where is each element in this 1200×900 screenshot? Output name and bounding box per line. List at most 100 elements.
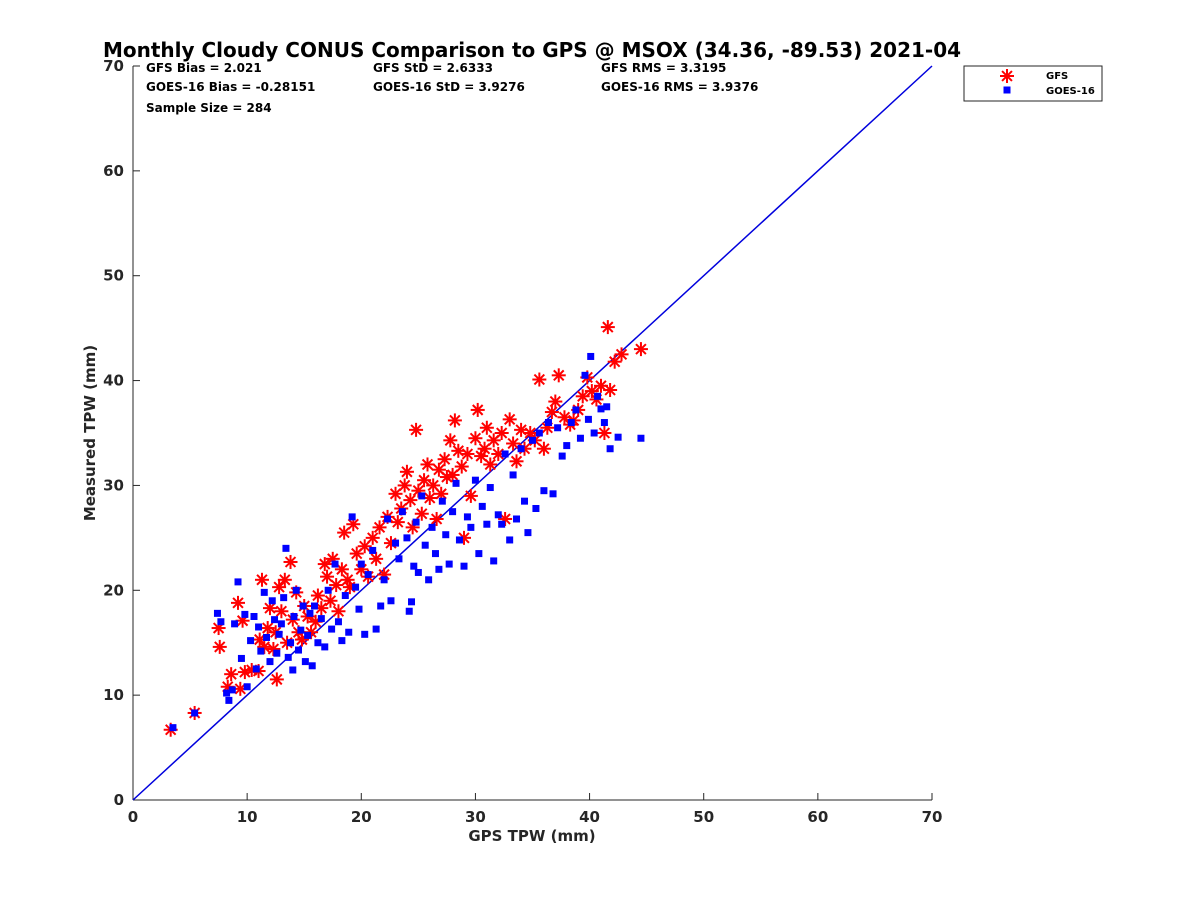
data-point [428,523,436,531]
data-point [442,531,450,539]
data-point [549,490,557,498]
data-point [252,665,260,673]
data-point [247,637,255,645]
y-tick-label: 70 [103,57,124,75]
data-point [257,647,265,655]
data-point [191,709,199,717]
stat-gfs-std: GFS StD = 2.6333 [373,61,493,75]
data-point [494,426,509,440]
data-point [614,433,622,441]
data-point [490,557,498,565]
x-tick-label: 30 [465,808,486,826]
data-point [292,586,300,594]
data-point [377,602,385,610]
data-point [348,513,356,521]
data-point [268,597,276,605]
y-tick-label: 20 [103,581,124,599]
data-point [445,467,460,482]
data-point [614,347,629,362]
data-point [544,405,559,420]
x-tick-label: 20 [351,808,372,826]
data-point [324,586,332,594]
data-point [387,597,395,605]
legend-square [1003,86,1011,94]
data-point [544,419,552,427]
data-point [277,572,292,587]
data-point [494,511,502,519]
data-point [421,541,429,549]
data-point [637,434,645,442]
data-point [563,442,571,450]
data-point [509,471,517,479]
data-point [390,515,405,530]
data-point [540,487,548,495]
data-point [523,426,538,440]
x-ticks: 0 10 20 30 40 50 60 70 [128,793,942,826]
data-points [163,320,648,737]
data-point [295,646,303,654]
data-point [272,580,287,595]
data-point [365,530,380,545]
plot-axes [132,66,932,801]
data-point [403,534,411,542]
data-point [483,520,491,528]
data-point [455,536,463,544]
data-point [361,630,369,638]
data-point [337,525,352,540]
data-point [297,626,305,634]
x-tick-label: 60 [807,808,828,826]
data-point [412,518,420,526]
data-point [260,588,268,596]
y-tick-label: 40 [103,372,124,390]
data-point [471,476,479,484]
data-point [408,598,416,606]
data-point [529,436,536,444]
data-point [532,504,540,512]
data-point [234,578,242,586]
data-point [317,557,332,572]
data-point [581,371,589,379]
y-axis-label: Measured TPW (mm) [81,345,99,521]
data-point [486,484,494,492]
data-point [241,610,249,618]
data-point [438,497,446,505]
data-point [479,420,494,435]
data-point [306,609,314,617]
data-point [477,441,492,456]
data-point [405,607,413,615]
data-point [323,593,338,608]
x-axis-label: GPS TPW (mm) [468,827,595,845]
data-point [269,672,284,687]
data-point [274,604,289,619]
data-point [460,562,468,570]
data-point [369,551,384,566]
data-point [600,320,615,335]
data-point [399,464,414,479]
data-point [425,576,433,584]
stat-gfs-bias: GFS Bias = 2.021 [146,61,262,75]
data-point [231,595,246,610]
legend-asterisk [1000,69,1014,83]
data-point [478,502,486,510]
data-point [587,352,595,360]
data-point [418,492,426,500]
data-point [372,625,380,633]
data-point [603,403,611,411]
data-point [594,392,602,400]
data-point [470,402,485,417]
y-tick-label: 10 [103,686,124,704]
data-point [468,431,483,446]
data-point [284,653,292,661]
data-point [633,342,648,357]
data-point [606,445,614,453]
data-point [372,520,387,535]
data-point [437,452,452,467]
legend-label-gfs: GFS [1046,71,1068,82]
chart-title: Monthly Cloudy CONUS Comparison to GPS @… [103,38,961,62]
data-point [364,571,372,579]
data-point [328,625,336,633]
data-point [517,445,525,453]
data-point [341,592,349,600]
stat-goes-std: GOES-16 StD = 3.9276 [373,80,525,94]
data-point [414,506,429,521]
